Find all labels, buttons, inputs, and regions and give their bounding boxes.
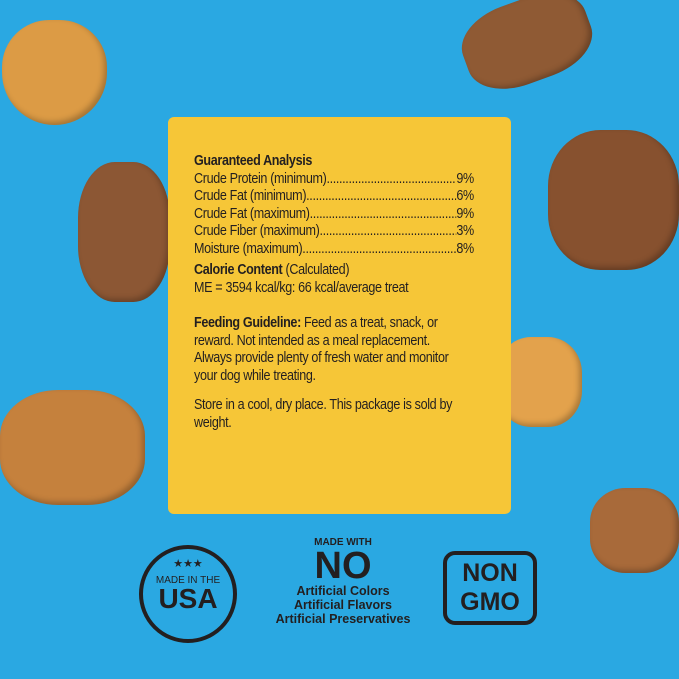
storage-text: Store in a cool, dry place. This package… (194, 397, 453, 431)
rabbit-cookie (78, 162, 170, 302)
heart-cookie-2 (497, 337, 582, 427)
non-text: NON (462, 559, 518, 587)
no-line: Artificial Preservatives (275, 612, 411, 626)
pig-cookie (590, 488, 679, 573)
bird-cookie (548, 130, 679, 270)
info-panel: Guaranteed Analysis Crude Protein (minim… (168, 117, 511, 514)
heart-cookie (2, 20, 107, 125)
calorie-heading: Calorie Content (Calculated) (194, 262, 350, 278)
analysis-row: Crude Fat (maximum)9% (194, 206, 474, 224)
analysis-row: Moisture (maximum)8% (194, 241, 474, 259)
dinosaur-cookie (451, 0, 603, 102)
calorie-value: ME = 3594 kcal/kg: 66 kcal/average treat (194, 279, 409, 296)
non-gmo-badge: NON GMO (443, 551, 537, 625)
no-line: Artificial Flavors (294, 598, 392, 612)
feeding-guideline: Feeding Guideline: Feed as a treat, snac… (194, 315, 449, 384)
no-text: NO (314, 545, 372, 587)
analysis-title: Guaranteed Analysis (194, 153, 313, 169)
stars-icon: ★★★ (173, 558, 203, 570)
made-in-usa-badge: ★★★ MADE IN THE USA (139, 545, 237, 643)
elephant-cookie (0, 390, 145, 505)
no-artificial-badge: MADE WITH NO Artificial Colors Artificia… (258, 537, 428, 626)
analysis-row: Crude Fat (minimum)6% (194, 188, 474, 206)
analysis-row: Crude Protein (minimum)9% (194, 171, 474, 189)
usa-text: USA (158, 583, 218, 614)
badges: ★★★ MADE IN THE USA MADE WITH NO Artific… (0, 537, 679, 647)
gmo-text: GMO (460, 588, 520, 616)
no-line: Artificial Colors (296, 584, 390, 598)
made-with-text: MADE WITH (314, 537, 372, 548)
analysis-row: Crude Fiber (maximum)3% (194, 223, 474, 241)
usa-top-text: MADE IN THE (155, 575, 221, 586)
